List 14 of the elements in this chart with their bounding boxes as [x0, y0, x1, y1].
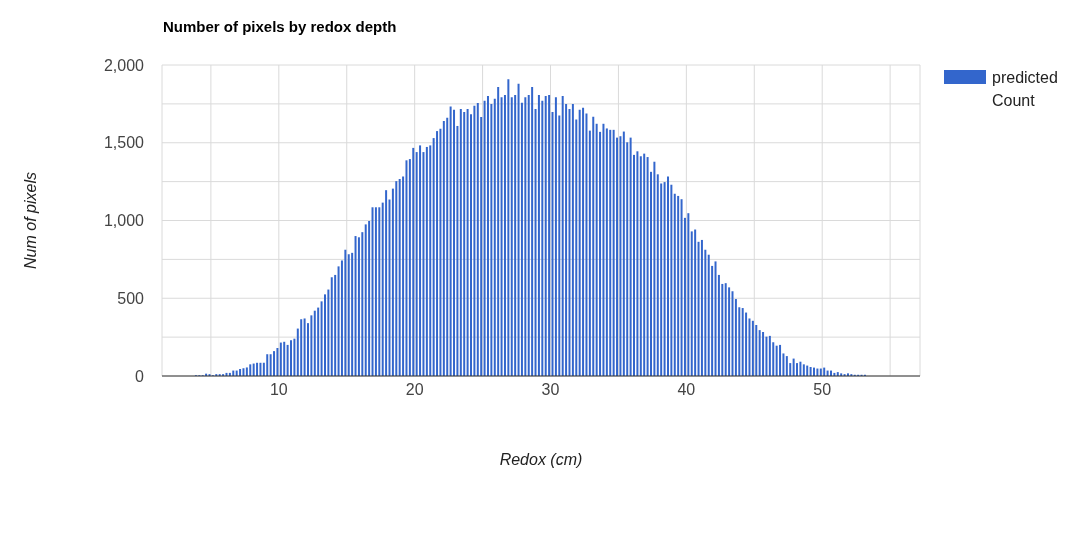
legend-label: predicted Count	[992, 68, 1059, 111]
x-tick-label: 20	[405, 381, 424, 399]
y-tick-label: 1,500	[103, 134, 145, 152]
x-tick-label: 30	[541, 381, 560, 399]
y-tick-label: 1,000	[103, 212, 145, 230]
y-tick-label: 2,000	[103, 56, 145, 74]
x-tick-label: 10	[269, 381, 288, 399]
chart-title: Number of pixels by redox depth	[163, 18, 397, 35]
x-tick-label: 40	[677, 381, 696, 399]
y-tick-label: 0	[135, 367, 145, 385]
x-tick-label: 50	[813, 381, 832, 399]
y-tick-label: 500	[117, 289, 145, 307]
y-axis-title: Num of pixels	[21, 172, 39, 269]
x-axis-title: Redox (cm)	[499, 451, 583, 468]
